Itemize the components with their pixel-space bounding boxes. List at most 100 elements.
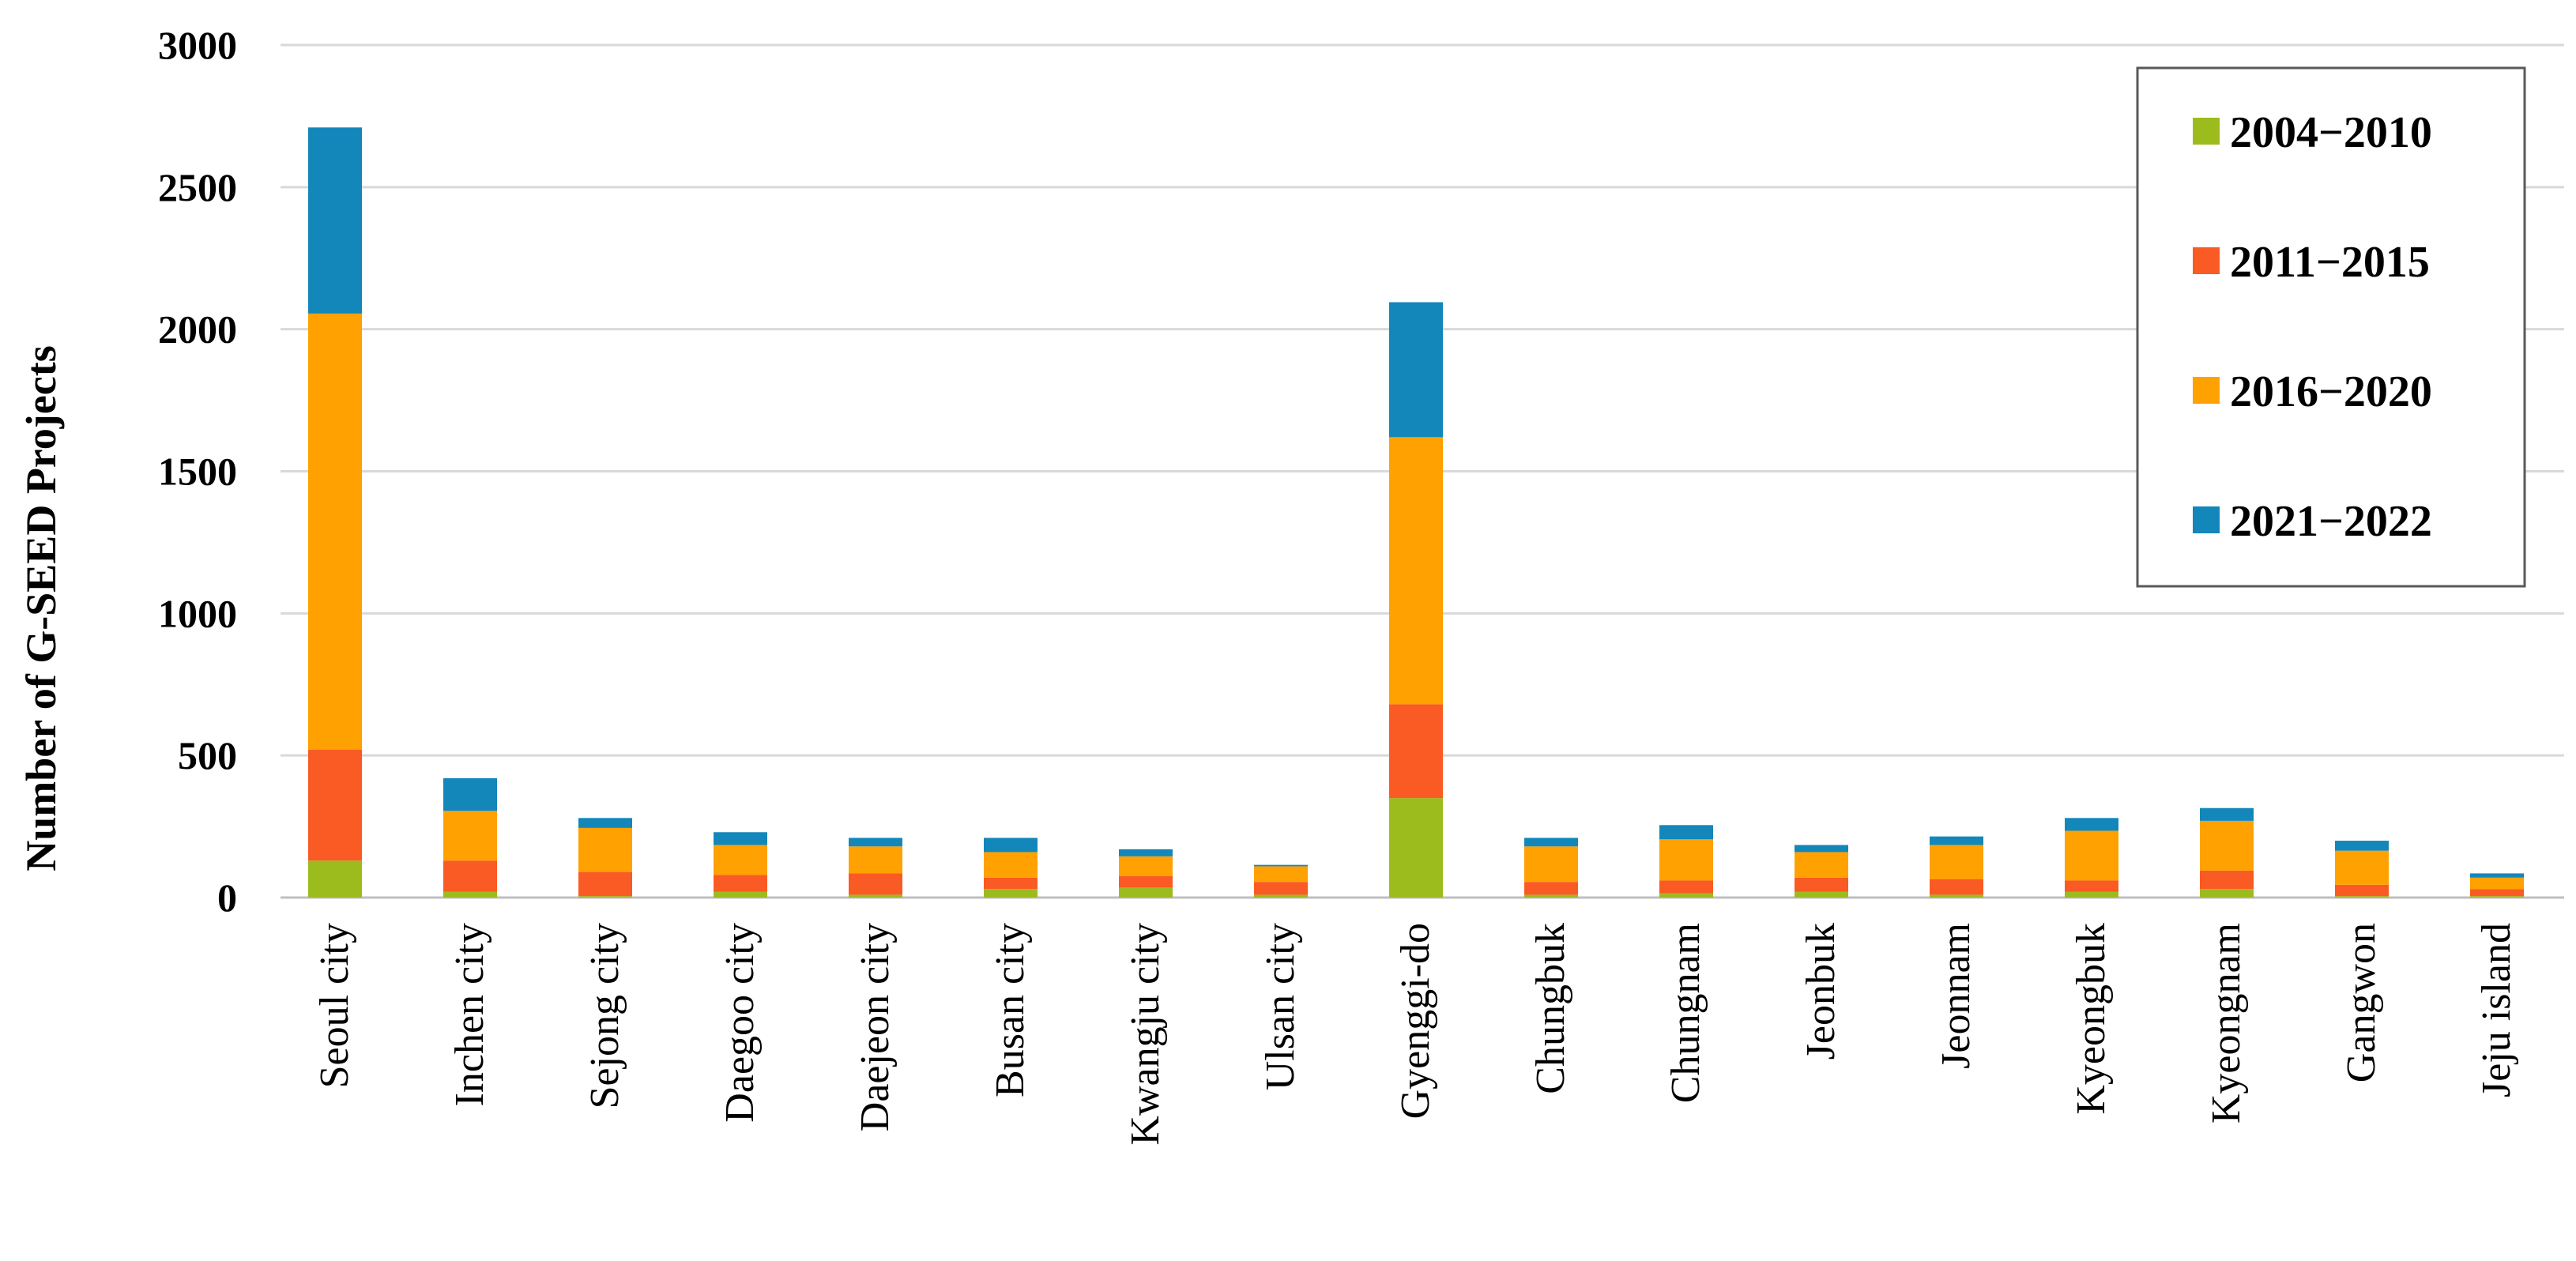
x-tick-label: Ulsan city — [1258, 923, 1303, 1090]
bar-segment — [2200, 820, 2254, 871]
x-tick-label: Chungnam — [1663, 923, 1708, 1103]
bar-segment — [2200, 870, 2254, 890]
x-tick-label: Seoul city — [312, 923, 357, 1088]
bar-segment — [849, 894, 902, 898]
bar-segment — [1119, 887, 1173, 898]
x-tick-labels: Seoul city Inchen city Sejong city Daegoo c… — [312, 923, 2519, 1146]
bar-segment — [849, 838, 902, 847]
legend-swatch — [2193, 118, 2220, 145]
bar-segment — [1659, 893, 1713, 898]
bar-segment — [1659, 880, 1713, 894]
bar-segment — [2335, 884, 2389, 897]
bar-segment — [308, 749, 362, 861]
bar-segment — [1795, 852, 1848, 878]
x-tick-label: Kyeongnam — [2204, 923, 2249, 1124]
legend-label: 2021−2022 — [2230, 497, 2432, 546]
bar-segment — [1795, 877, 1848, 892]
x-tick-label: Inchen city — [447, 923, 492, 1106]
bar-segment — [714, 891, 767, 898]
y-tick-labels: 0 500 1000 1500 2000 2500 3000 — [158, 23, 237, 920]
bar-segment — [1930, 836, 1983, 845]
bar-segment — [578, 818, 632, 828]
x-tick-label: Gangwon — [2339, 923, 2384, 1082]
bar-segment — [443, 777, 497, 811]
legend-label: 2011−2015 — [2230, 238, 2430, 287]
bar-segment — [308, 127, 362, 314]
y-tick-label: 500 — [178, 733, 237, 777]
bar-segment — [1524, 894, 1578, 898]
bar-segment — [1254, 866, 1308, 883]
x-tick-label: Chungbuk — [1528, 923, 1573, 1094]
bar-segment — [2335, 841, 2389, 851]
x-tick-label: Kyeongbuk — [2069, 923, 2114, 1115]
bar-segment — [2065, 830, 2118, 881]
bar-segment — [2200, 807, 2254, 821]
bar-segment — [1389, 798, 1443, 898]
bar-segment — [1119, 849, 1173, 856]
bar-segment — [714, 875, 767, 892]
bar-segment — [984, 838, 1038, 853]
bar-segment — [308, 860, 362, 898]
bar-segment — [2470, 896, 2524, 898]
bar-segment — [1930, 894, 1983, 898]
y-tick-label: 2000 — [158, 307, 237, 352]
x-tick-label: Jeonnam — [1934, 923, 1979, 1069]
bar-segment — [714, 845, 767, 875]
x-tick-label: Gyenggi-do — [1393, 923, 1438, 1119]
bar-segment — [1524, 846, 1578, 883]
y-tick-label: 1500 — [158, 450, 237, 494]
bar-segment — [1795, 891, 1848, 898]
x-tick-label: Jeonbuk — [1798, 923, 1843, 1060]
x-tick-label: Busan city — [988, 923, 1033, 1097]
x-tick-label: Kwangju city — [1123, 923, 1168, 1146]
bar-segment — [984, 852, 1038, 878]
bars — [308, 127, 2524, 898]
y-tick-label: 0 — [217, 875, 237, 920]
bar-segment — [1659, 839, 1713, 881]
legend-swatch — [2193, 506, 2220, 533]
bar-segment — [578, 827, 632, 872]
bar-segment — [1524, 882, 1578, 895]
bar-segment — [1795, 845, 1848, 853]
bar-segment — [714, 832, 767, 845]
bar-segment — [2335, 850, 2389, 885]
bar-segment — [578, 896, 632, 898]
y-tick-label: 1000 — [158, 591, 237, 635]
bar-segment — [2470, 889, 2524, 897]
legend-box — [2136, 66, 2526, 588]
bar-segment — [1389, 302, 1443, 438]
bar-segment — [1254, 894, 1308, 898]
bar-segment — [1389, 704, 1443, 799]
bar-segment — [1930, 845, 1983, 879]
bar-segment — [443, 860, 497, 892]
bar-segment — [443, 891, 497, 898]
bar-segment — [1389, 437, 1443, 705]
bar-segment — [578, 871, 632, 897]
y-axis-title: Number of G-SEED Projects — [17, 345, 65, 871]
legend-swatch — [2193, 377, 2220, 404]
legend-label: 2004−2010 — [2230, 108, 2432, 157]
bar-segment — [2470, 873, 2524, 878]
x-tick-label: Daegoo city — [717, 923, 763, 1123]
bar-segment — [1254, 864, 1308, 867]
bar-segment — [849, 873, 902, 895]
bar-segment — [984, 877, 1038, 890]
bar-segment — [2470, 877, 2524, 890]
legend: 2004−2010 2011−2015 2016−2020 2021−2022 — [2136, 66, 2526, 588]
bar-segment — [443, 811, 497, 861]
bar-segment — [1119, 856, 1173, 877]
bar-segment — [2065, 891, 2118, 898]
y-tick-label: 2500 — [158, 165, 237, 209]
legend-swatch — [2193, 247, 2220, 274]
x-tick-label: Sejong city — [582, 923, 627, 1109]
bar-segment — [2065, 880, 2118, 892]
bar-segment — [984, 889, 1038, 898]
legend-label: 2016−2020 — [2230, 367, 2432, 416]
bar-segment — [1659, 825, 1713, 840]
bar-segment — [308, 313, 362, 750]
bar-segment — [1119, 876, 1173, 888]
bar-segment — [2065, 818, 2118, 831]
bar-segment — [2200, 889, 2254, 898]
